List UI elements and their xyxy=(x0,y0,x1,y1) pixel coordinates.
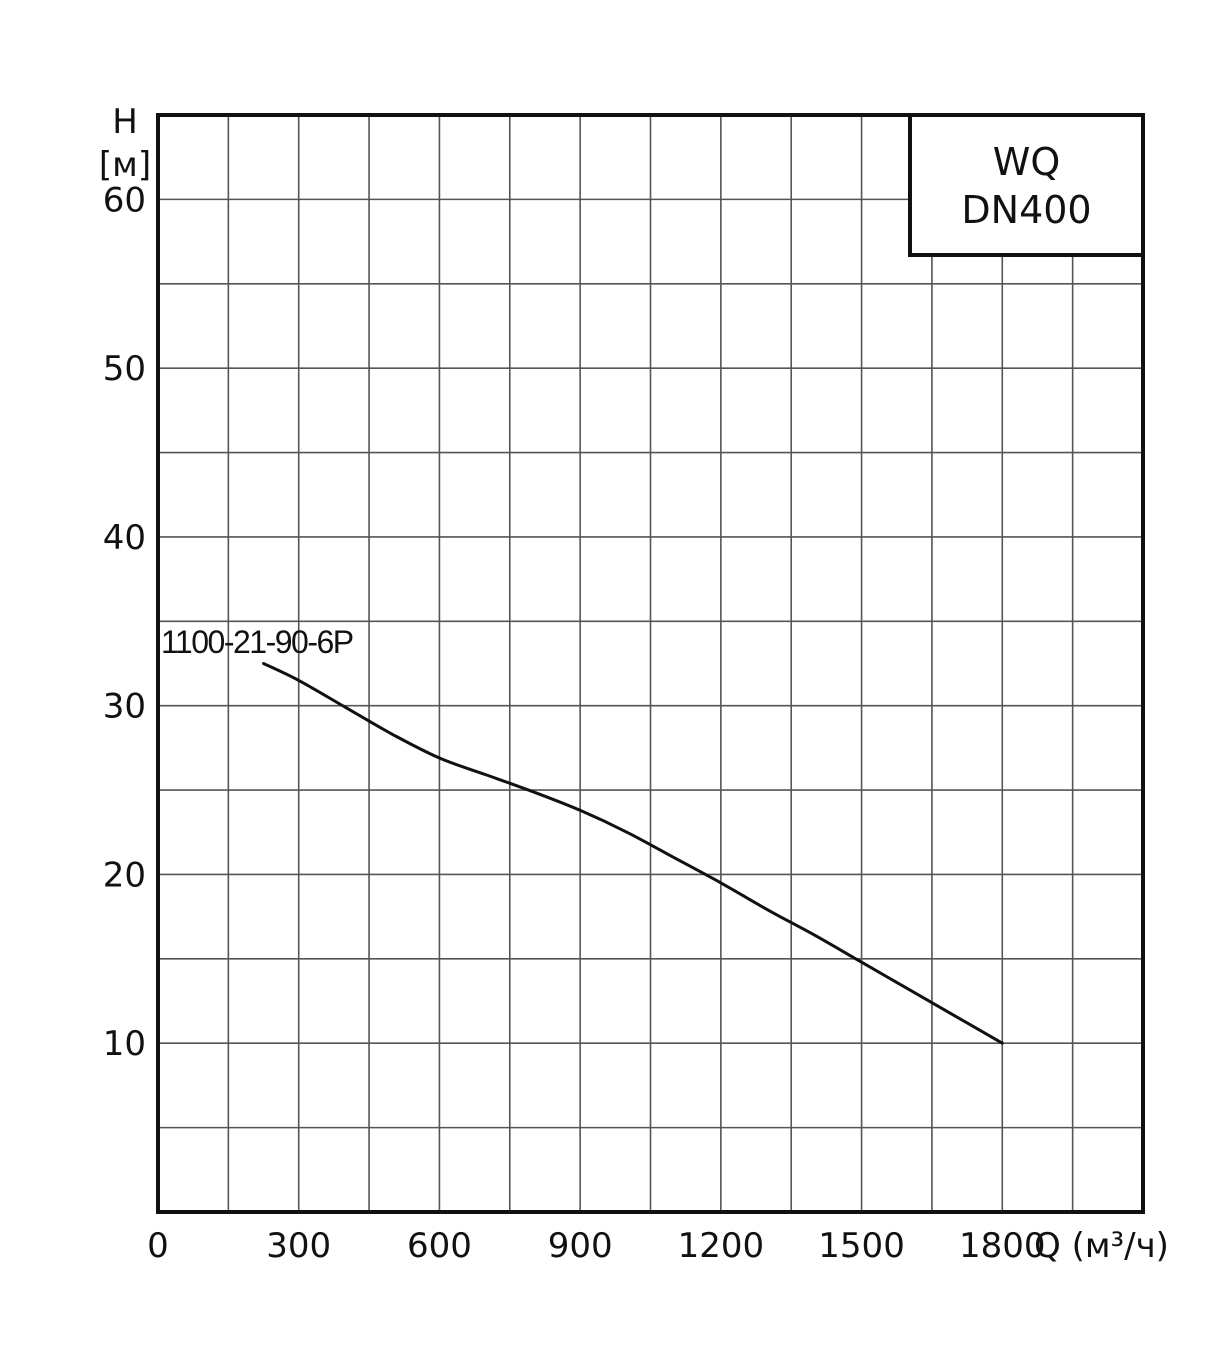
legend-title-line1: WQ xyxy=(993,140,1060,184)
series-layer: 1100-21-90-6P xyxy=(161,624,1004,1045)
x-tick-label: 0 xyxy=(147,1226,169,1266)
plot-frame xyxy=(156,113,1145,1214)
y-tick-label: 20 xyxy=(103,855,146,895)
y-tick-label: 60 xyxy=(103,180,146,220)
y-tick-label: 50 xyxy=(103,349,146,389)
x-tick-label: 1800 xyxy=(959,1226,1046,1266)
y-tick-label: 30 xyxy=(103,687,146,727)
x-tick-label: 1200 xyxy=(678,1226,765,1266)
y-axis-unit: [м] xyxy=(99,145,151,185)
x-tick-label: 900 xyxy=(548,1226,613,1266)
x-tick-labels: 0 300 600 900 1200 1500 1800 xyxy=(147,1226,1045,1266)
grid-lines xyxy=(158,115,1143,1212)
x-tick-label: 1500 xyxy=(818,1226,905,1266)
y-axis-title: H xyxy=(112,102,138,142)
series-label: 1100-21-90-6P xyxy=(161,624,353,660)
x-tick-label: 600 xyxy=(407,1226,472,1266)
y-tick-labels: 10 20 30 40 50 60 xyxy=(103,180,146,1064)
y-tick-label: 10 xyxy=(103,1024,146,1064)
y-tick-label: 40 xyxy=(103,518,146,558)
legend-box: WQ DN400 xyxy=(908,113,1145,257)
series-line xyxy=(262,662,1004,1045)
legend-rect xyxy=(908,113,1145,257)
x-axis-title: Q (м³/ч) xyxy=(1034,1226,1169,1266)
legend-title-line2: DN400 xyxy=(961,188,1091,232)
x-tick-label: 300 xyxy=(266,1226,331,1266)
